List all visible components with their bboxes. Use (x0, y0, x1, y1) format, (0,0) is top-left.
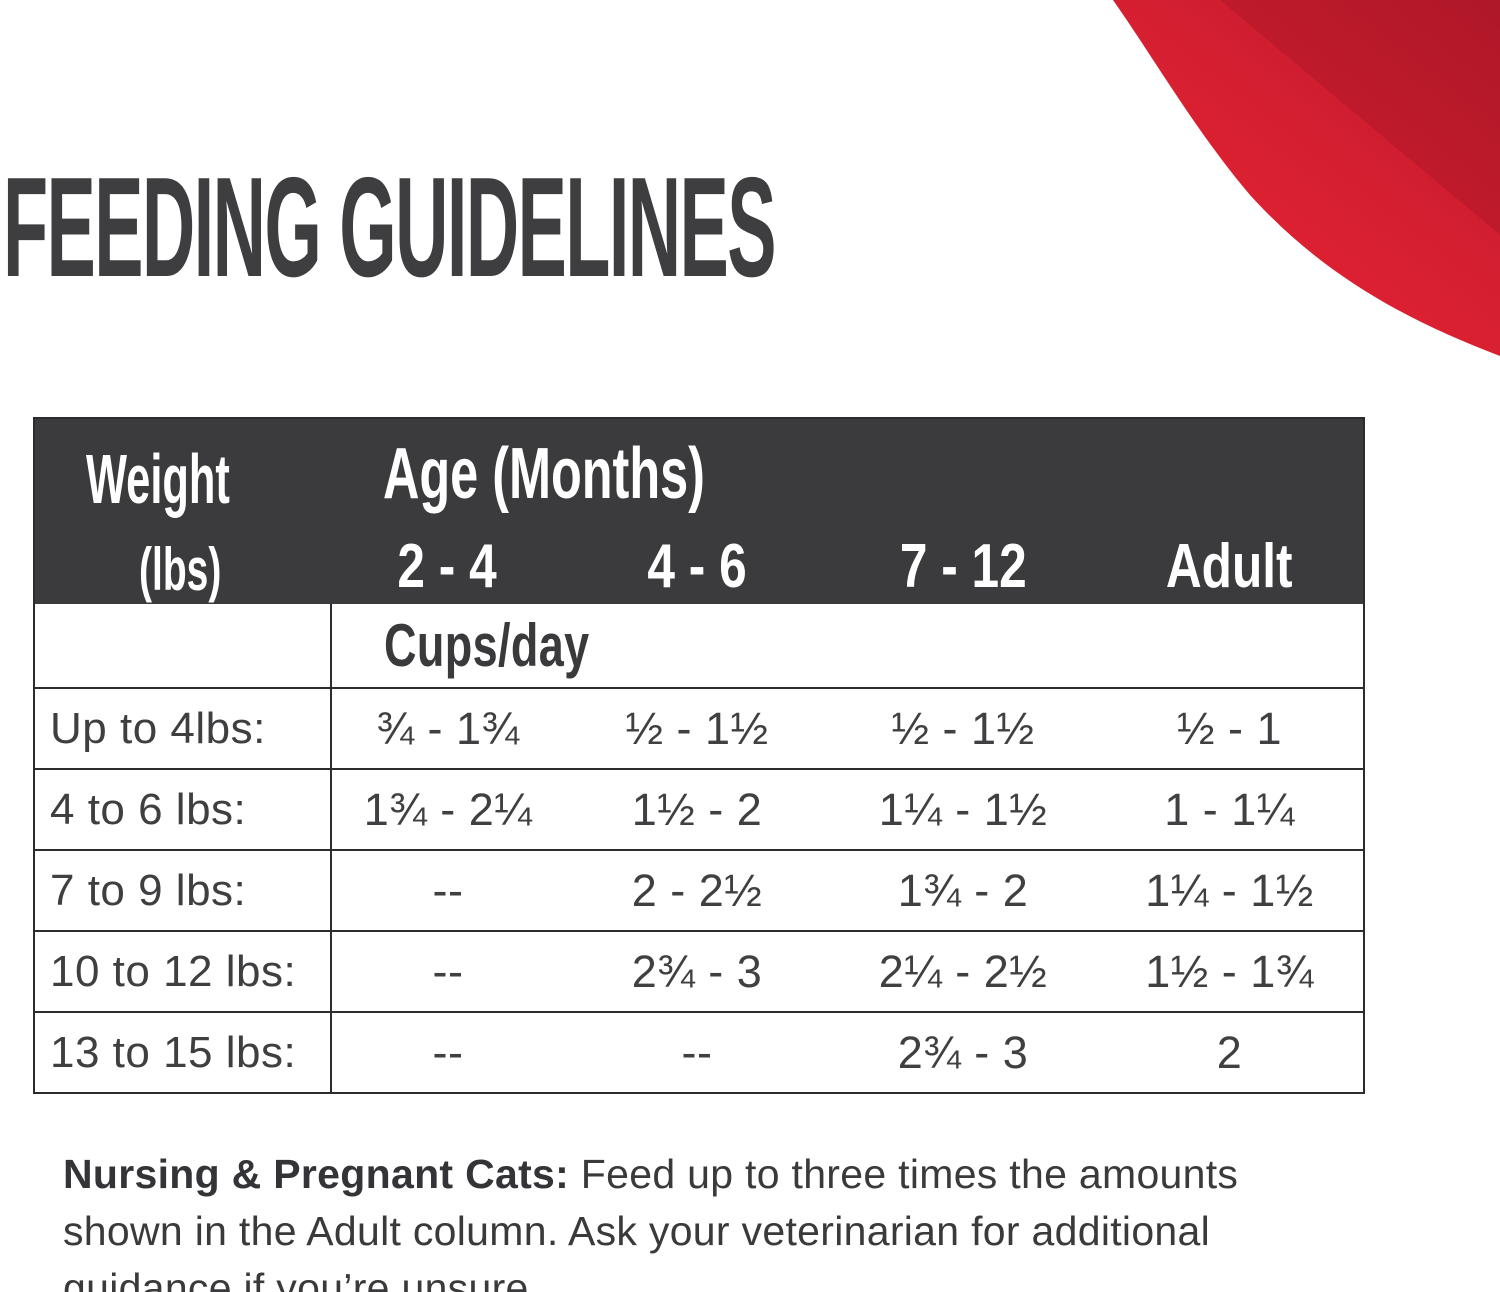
value-cell: -- (564, 1011, 830, 1093)
footnote-line-1-rest: Feed up to three times the amounts (569, 1151, 1239, 1197)
value-cell: 1 - 1¼ (1096, 768, 1365, 850)
swoosh-shape (1113, 0, 1500, 356)
age-col-label: Adult (1166, 531, 1293, 601)
age-col-header-4-6: 4 - 6 (564, 528, 830, 604)
age-col-label: 2 - 4 (397, 531, 498, 601)
value-cell: 2¾ - 3 (830, 1011, 1096, 1093)
weight-unit-label: (lbs) (138, 536, 221, 603)
table-row: 4 to 6 lbs: 1¾ - 2¼ 1½ - 2 1¼ - 1½ 1 - 1… (34, 768, 1365, 850)
weight-label: 13 to 15 lbs: (34, 1011, 332, 1093)
age-col-header-adult: Adult (1096, 528, 1365, 604)
table-header-row: Weight (lbs) Age (Months) (34, 418, 1365, 604)
footnote-lead: Nursing & Pregnant Cats: (63, 1151, 570, 1197)
footnote-line-1: Nursing & Pregnant Cats: Feed up to thre… (63, 1146, 1393, 1203)
value-cell: -- (331, 930, 564, 1012)
value-cell: 2¾ - 3 (564, 930, 830, 1012)
value-cell: 1½ - 2 (564, 768, 830, 850)
age-columns-row: 2 - 4 4 - 6 7 - 12 Adult (34, 528, 1365, 604)
age-group-header: Age (Months) (331, 418, 1365, 528)
age-col-header-2-4: 2 - 4 (331, 528, 564, 604)
feeding-guidelines-table: Weight (lbs) Age (Months) 2 - 4 4 - 6 7 … (33, 417, 1366, 1094)
value-cell: -- (331, 849, 564, 931)
weight-label: Up to 4lbs: (34, 687, 332, 769)
table-row: 13 to 15 lbs: -- -- 2¾ - 3 2 (34, 1011, 1365, 1093)
value-cell: 2 - 2½ (564, 849, 830, 931)
value-cell: ½ - 1½ (830, 687, 1096, 769)
weight-label: 7 to 9 lbs: (34, 849, 332, 931)
footnote-line-2: shown in the Adult column. Ask your vete… (63, 1208, 1211, 1254)
value-cell: 1¾ - 2¼ (331, 768, 564, 850)
value-cell: 1½ - 1¾ (1096, 930, 1365, 1012)
page-title: FEEDING GUIDELINES (3, 148, 776, 307)
weight-label: 10 to 12 lbs: (34, 930, 332, 1012)
units-cell: Cups/day (331, 604, 1365, 688)
units-row: Cups/day (34, 604, 1365, 688)
value-cell: 1¼ - 1½ (830, 768, 1096, 850)
age-group-label: Age (Months) (383, 433, 705, 514)
footnote-line-3: guidance if you’re unsure. (63, 1265, 541, 1292)
brand-swoosh-graphic (1113, 0, 1500, 356)
weight-label: 4 to 6 lbs: (34, 768, 332, 850)
table-row: 10 to 12 lbs: -- 2¾ - 3 2¼ - 2½ 1½ - 1¾ (34, 930, 1365, 1012)
value-cell: ½ - 1 (1096, 687, 1365, 769)
weight-header-label: Weight (85, 440, 230, 518)
table-row: Up to 4lbs: ¾ - 1¾ ½ - 1½ ½ - 1½ ½ - 1 (34, 687, 1365, 769)
value-cell: 1¾ - 2 (830, 849, 1096, 931)
age-col-label: 7 - 12 (899, 531, 1027, 601)
weight-column-header: Weight (lbs) (34, 418, 331, 604)
age-col-header-7-12: 7 - 12 (830, 528, 1096, 604)
footnote: Nursing & Pregnant Cats: Feed up to thre… (63, 1146, 1393, 1292)
table-row: 7 to 9 lbs: -- 2 - 2½ 1¾ - 2 1¼ - 1½ (34, 849, 1365, 931)
value-cell: ¾ - 1¾ (331, 687, 564, 769)
units-row-empty-cell (34, 604, 332, 688)
value-cell: 2 (1096, 1011, 1365, 1093)
value-cell: ½ - 1½ (564, 687, 830, 769)
value-cell: -- (331, 1011, 564, 1093)
swoosh-shade (1220, 0, 1500, 235)
age-col-label: 4 - 6 (647, 531, 747, 601)
units-label: Cups/day (384, 612, 590, 679)
value-cell: 2¼ - 2½ (830, 930, 1096, 1012)
value-cell: 1¼ - 1½ (1096, 849, 1365, 931)
